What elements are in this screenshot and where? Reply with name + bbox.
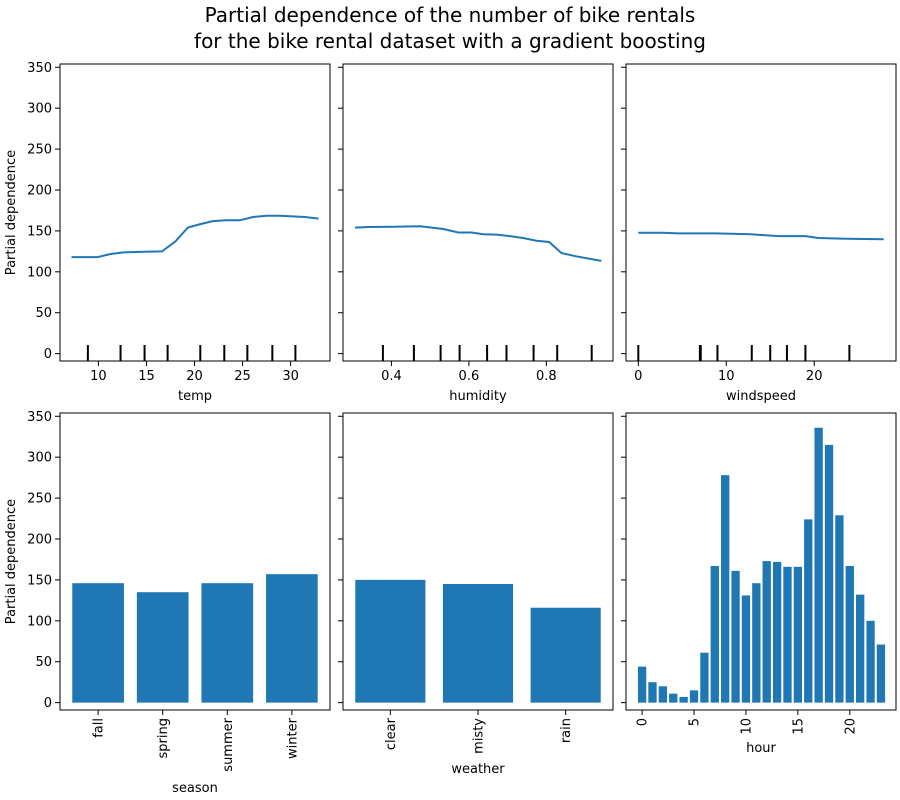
x-axis-label: season <box>172 781 218 796</box>
pd-line <box>354 225 602 262</box>
y-tick-label: 200 <box>27 184 52 199</box>
x-axis-label: hour <box>746 741 776 756</box>
y-axis-label: Partial dependence <box>4 499 19 624</box>
subplot-humidity: 0.4 0.6 0.8 humidity <box>338 63 614 404</box>
bar-hour-12 <box>762 561 771 703</box>
y-tick-label: 300 <box>27 451 52 466</box>
y-tick-label: 300 <box>27 102 52 117</box>
bar-hour-20 <box>845 566 854 703</box>
x-tick-label: rain <box>559 718 574 743</box>
y-tick-label: 150 <box>27 224 52 239</box>
x-tick-label: 0.4 <box>381 369 402 384</box>
y-axis-label: Partial dependence <box>4 150 19 275</box>
x-tick-label: 30 <box>282 369 299 384</box>
y-tick-label: 0 <box>44 696 52 711</box>
bar-winter <box>266 574 318 703</box>
bar-hour-14 <box>783 566 792 703</box>
y-tick-label: 150 <box>27 573 52 588</box>
x-tick-label: 15 <box>791 718 806 735</box>
x-tick-label: 15 <box>138 369 155 384</box>
axes-frame <box>625 63 897 362</box>
bar-hour-0 <box>637 666 647 703</box>
bar-hour-16 <box>804 519 813 703</box>
x-tick-label: 0 <box>636 718 651 726</box>
bar-hour-17 <box>814 427 823 703</box>
y-tick-label: 250 <box>27 492 52 507</box>
bar-hour-5 <box>689 690 699 703</box>
x-tick-label: 20 <box>186 369 203 384</box>
x-tick-label: misty <box>472 718 487 754</box>
y-tick-label: 0 <box>44 347 52 362</box>
bar-hour-23 <box>876 644 886 703</box>
x-tick-label: 0 <box>634 369 642 384</box>
bar-fall <box>72 583 124 703</box>
axes-frame <box>342 63 614 362</box>
bar-hour-8 <box>721 475 730 703</box>
bar-hour-15 <box>793 566 803 703</box>
x-axis-label: weather <box>451 762 505 777</box>
x-tick-label: winter <box>285 717 300 759</box>
y-tick-label: 350 <box>27 61 52 76</box>
x-tick-label: spring <box>156 718 171 758</box>
x-axis-label: temp <box>178 389 212 404</box>
bar-hour-18 <box>824 444 834 703</box>
bar-clear <box>355 579 426 703</box>
x-tick-label: 0.6 <box>459 369 480 384</box>
y-tick-label: 50 <box>35 306 52 321</box>
bar-hour-6 <box>700 652 709 703</box>
y-tick-label: 100 <box>27 265 52 280</box>
bar-hour-22 <box>866 620 875 703</box>
y-tick-label: 250 <box>27 143 52 158</box>
figure-title-line-1: Partial dependence of the number of bike… <box>205 3 696 27</box>
subplot-weather: clear misty rain weather <box>338 412 614 777</box>
bar-hour-3 <box>669 693 678 703</box>
bar-summer <box>201 583 254 703</box>
bar-rain <box>530 607 601 703</box>
axes-frame <box>59 412 331 711</box>
x-axis-label: windspeed <box>726 389 796 404</box>
x-tick-label: summer <box>221 717 236 771</box>
subplot-temp: 0 50 100 150 200 250 300 350 10 15 20 25 30 temp Parti… <box>4 61 331 404</box>
y-tick-label: 350 <box>27 410 52 425</box>
x-tick-label: 5 <box>688 718 703 726</box>
bar-hour-13 <box>772 561 782 703</box>
axes-frame <box>625 412 897 711</box>
x-axis-label: humidity <box>449 389 507 404</box>
pd-line <box>71 214 319 259</box>
subplot-season: 0 50 100 150 200 250 300 350 fall spring summer win… <box>4 410 331 796</box>
x-tick-label: 10 <box>718 369 735 384</box>
y-tick-label: 100 <box>27 614 52 629</box>
bar-hour-21 <box>856 594 865 703</box>
bar-hour-2 <box>658 686 668 703</box>
subplot-hour: 0 5 10 15 20 hour <box>621 412 897 756</box>
x-tick-label: clear <box>384 717 399 750</box>
x-tick-label: 25 <box>234 369 251 384</box>
bar-hour-7 <box>710 566 719 703</box>
x-tick-label: 10 <box>90 369 107 384</box>
bar-misty <box>442 584 514 703</box>
y-tick-label: 200 <box>27 533 52 548</box>
bar-hour-1 <box>648 682 657 703</box>
x-tick-label: 20 <box>806 369 823 384</box>
bar-hour-4 <box>679 696 688 703</box>
x-tick-label: 0.8 <box>536 369 557 384</box>
x-tick-label: 20 <box>843 718 858 735</box>
x-tick-label: 10 <box>739 718 754 735</box>
bar-hour-19 <box>835 515 844 703</box>
pd-line <box>638 231 884 241</box>
figure-title-line-2: for the bike rental dataset with a gradi… <box>194 29 706 53</box>
bar-hour-11 <box>752 583 761 703</box>
subplot-windspeed: 0 10 20 windspeed <box>621 63 897 404</box>
axes-frame <box>59 63 331 362</box>
bar-hour-9 <box>731 570 740 703</box>
x-tick-label: fall <box>92 718 107 738</box>
bar-spring <box>136 592 189 703</box>
y-tick-label: 50 <box>35 655 52 670</box>
bar-hour-10 <box>741 595 751 703</box>
